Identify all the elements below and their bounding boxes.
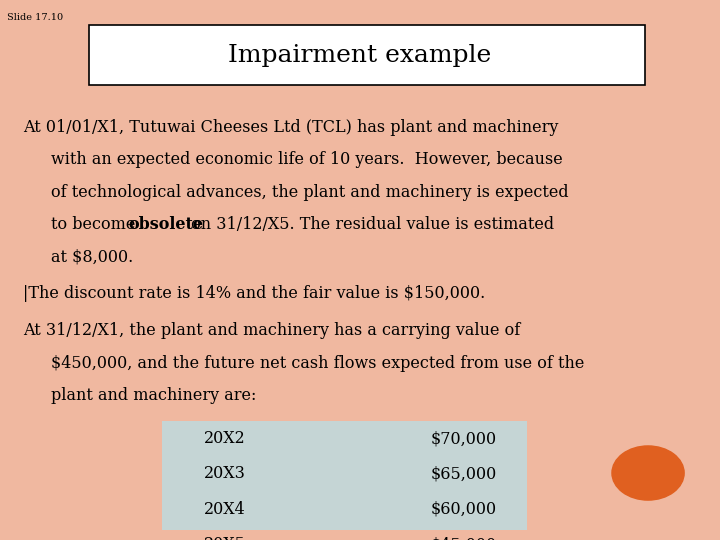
Text: $450,000, and the future net cash flows expected from use of the: $450,000, and the future net cash flows … xyxy=(51,355,585,372)
Text: obsolete: obsolete xyxy=(129,216,204,233)
FancyBboxPatch shape xyxy=(89,25,644,85)
FancyBboxPatch shape xyxy=(162,421,526,540)
Text: |The discount rate is 14% and the fair value is $150,000.: |The discount rate is 14% and the fair v… xyxy=(23,285,485,302)
Text: Impairment example: Impairment example xyxy=(228,44,492,66)
Text: of technological advances, the plant and machinery is expected: of technological advances, the plant and… xyxy=(51,184,569,200)
Text: to become: to become xyxy=(51,216,140,233)
Text: $70,000: $70,000 xyxy=(431,430,498,447)
Circle shape xyxy=(612,446,684,500)
Text: Slide 17.10: Slide 17.10 xyxy=(7,14,63,23)
Text: $65,000: $65,000 xyxy=(431,465,498,482)
Text: 20X2: 20X2 xyxy=(204,430,246,447)
Text: 20X5: 20X5 xyxy=(204,536,246,540)
Text: At 31/12/X1, the plant and machinery has a carrying value of: At 31/12/X1, the plant and machinery has… xyxy=(23,322,521,339)
Text: with an expected economic life of 10 years.  However, because: with an expected economic life of 10 yea… xyxy=(51,151,563,168)
Text: $45,000: $45,000 xyxy=(431,536,498,540)
Text: $60,000: $60,000 xyxy=(431,501,498,518)
Text: on 31/12/X5. The residual value is estimated: on 31/12/X5. The residual value is estim… xyxy=(186,216,554,233)
Text: at $8,000.: at $8,000. xyxy=(51,248,133,265)
Text: 20X4: 20X4 xyxy=(204,501,246,518)
Text: At 01/01/X1, Tutuwai Cheeses Ltd (TCL) has plant and machinery: At 01/01/X1, Tutuwai Cheeses Ltd (TCL) h… xyxy=(23,119,559,136)
Text: plant and machinery are:: plant and machinery are: xyxy=(51,387,256,404)
Text: 20X3: 20X3 xyxy=(204,465,246,482)
